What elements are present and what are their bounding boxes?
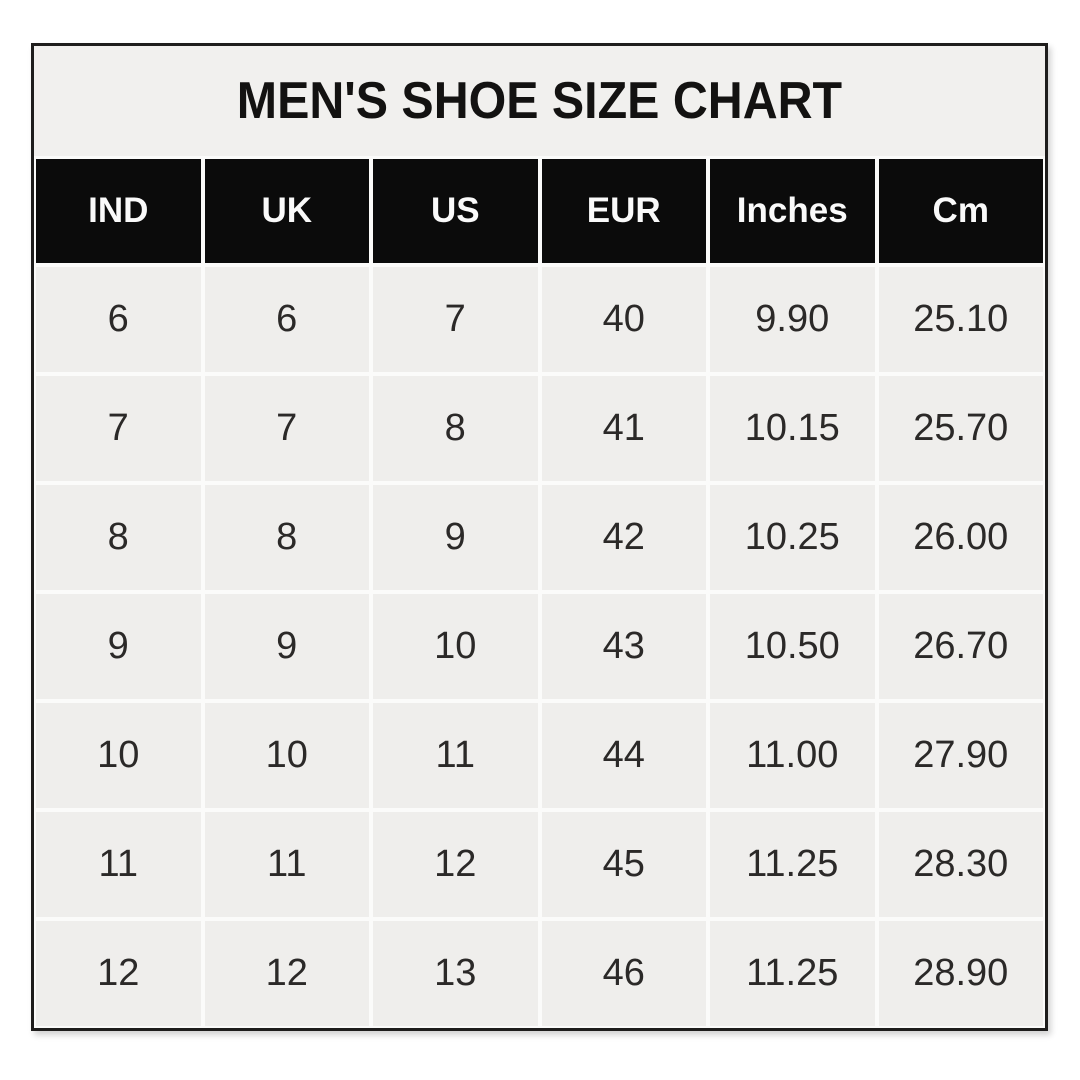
cell-ind: 7 [36, 376, 201, 481]
cell-us: 13 [373, 921, 538, 1026]
column-header-us: US [373, 159, 538, 263]
cell-us: 10 [373, 594, 538, 699]
cell-us: 12 [373, 812, 538, 917]
cell-cm: 28.90 [878, 921, 1043, 1026]
cell-inches: 11.25 [710, 921, 875, 1026]
chart-title: MEN'S SHOE SIZE CHART [236, 72, 843, 130]
cell-eur: 42 [541, 485, 706, 590]
cell-uk: 12 [204, 921, 369, 1026]
cell-inches: 9.90 [710, 267, 875, 372]
cell-cm: 26.70 [878, 594, 1043, 699]
cell-us: 11 [373, 703, 538, 808]
cell-uk: 6 [204, 267, 369, 372]
cell-inches: 10.50 [710, 594, 875, 699]
shoe-size-chart-table: MEN'S SHOE SIZE CHART IND UK US EUR Inch… [31, 43, 1048, 1031]
cell-uk: 11 [204, 812, 369, 917]
cell-us: 8 [373, 376, 538, 481]
cell-ind: 11 [36, 812, 201, 917]
cell-uk: 10 [204, 703, 369, 808]
cell-eur: 43 [541, 594, 706, 699]
cell-eur: 46 [541, 921, 706, 1026]
cell-uk: 8 [204, 485, 369, 590]
column-header-ind: IND [36, 159, 201, 263]
chart-title-band: MEN'S SHOE SIZE CHART [34, 46, 1045, 156]
cell-cm: 26.00 [878, 485, 1043, 590]
cell-inches: 11.25 [710, 812, 875, 917]
column-header-eur: EUR [541, 159, 706, 263]
cell-ind: 8 [36, 485, 201, 590]
cell-uk: 9 [204, 594, 369, 699]
cell-us: 9 [373, 485, 538, 590]
cell-cm: 28.30 [878, 812, 1043, 917]
column-header-inches: Inches [710, 159, 875, 263]
cell-ind: 6 [36, 267, 201, 372]
cell-cm: 25.70 [878, 376, 1043, 481]
cell-ind: 10 [36, 703, 201, 808]
cell-eur: 44 [541, 703, 706, 808]
cell-eur: 41 [541, 376, 706, 481]
size-table-grid: IND UK US EUR Inches Cm 6 6 7 40 9.90 25… [34, 156, 1045, 1028]
cell-inches: 10.15 [710, 376, 875, 481]
cell-inches: 10.25 [710, 485, 875, 590]
cell-eur: 45 [541, 812, 706, 917]
cell-us: 7 [373, 267, 538, 372]
cell-ind: 9 [36, 594, 201, 699]
cell-uk: 7 [204, 376, 369, 481]
cell-cm: 25.10 [878, 267, 1043, 372]
column-header-cm: Cm [878, 159, 1043, 263]
column-header-uk: UK [204, 159, 369, 263]
cell-ind: 12 [36, 921, 201, 1026]
cell-inches: 11.00 [710, 703, 875, 808]
cell-eur: 40 [541, 267, 706, 372]
cell-cm: 27.90 [878, 703, 1043, 808]
